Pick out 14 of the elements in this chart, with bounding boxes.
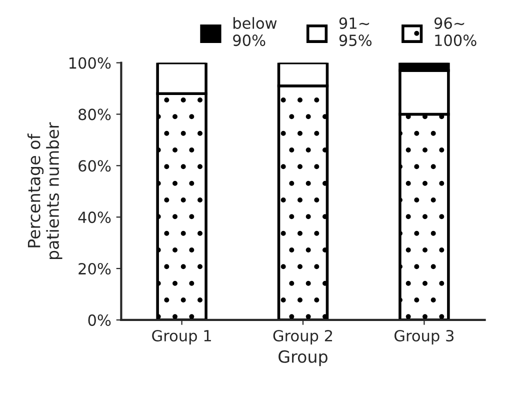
legend-label: 96∼ 100% bbox=[434, 17, 476, 46]
x-axis-title: Group bbox=[278, 350, 328, 366]
y-tick-label: 80% bbox=[78, 108, 111, 120]
legend-label: below 90% bbox=[233, 17, 277, 46]
x-tick-label: Group 1 bbox=[152, 330, 211, 344]
legend-label: 91∼ 95% bbox=[339, 17, 372, 46]
y-tick-label: 0% bbox=[88, 314, 111, 326]
y-tick-label: 40% bbox=[78, 212, 111, 224]
x-tick-label: Group 2 bbox=[273, 330, 332, 344]
y-tick-label: 100% bbox=[69, 57, 111, 69]
y-axis-title: Percentage of patients number bbox=[27, 122, 62, 260]
y-tick-label: 20% bbox=[78, 262, 111, 275]
x-tick-label: Group 3 bbox=[394, 330, 454, 344]
y-tick-label: 60% bbox=[78, 160, 111, 172]
